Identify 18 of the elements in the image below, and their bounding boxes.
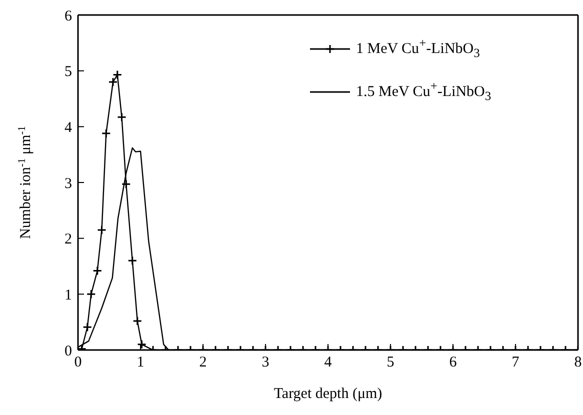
x-tick-label: 8 [574, 354, 582, 371]
x-tick-label: 2 [199, 354, 207, 371]
y-tick-label: 6 [64, 8, 72, 24]
x-tick-label: 5 [386, 354, 394, 371]
x-tick-label: 1 [136, 354, 144, 371]
y-tick-label: 1 [64, 287, 72, 304]
y-tick-label: 5 [64, 64, 72, 80]
x-axis-title: Target depth (μm) [274, 386, 382, 402]
x-tick-label: 4 [324, 354, 332, 371]
y-tick-label: 4 [64, 120, 72, 136]
legend-label: 1 MeV Cu$^{+}$-LiNbO$_{3}$ [356, 36, 480, 61]
x-tick-label: 3 [262, 354, 270, 371]
y-tick-label: 3 [64, 176, 72, 192]
y-tick-label: 2 [64, 232, 72, 248]
x-tick-label: 6 [449, 354, 458, 371]
legend-label: 1.5 MeV Cu$^{+}$-LiNbO$_{3}$ [356, 79, 492, 104]
x-tick-label: 7 [512, 354, 520, 371]
y-tick-label: 0 [64, 343, 72, 360]
